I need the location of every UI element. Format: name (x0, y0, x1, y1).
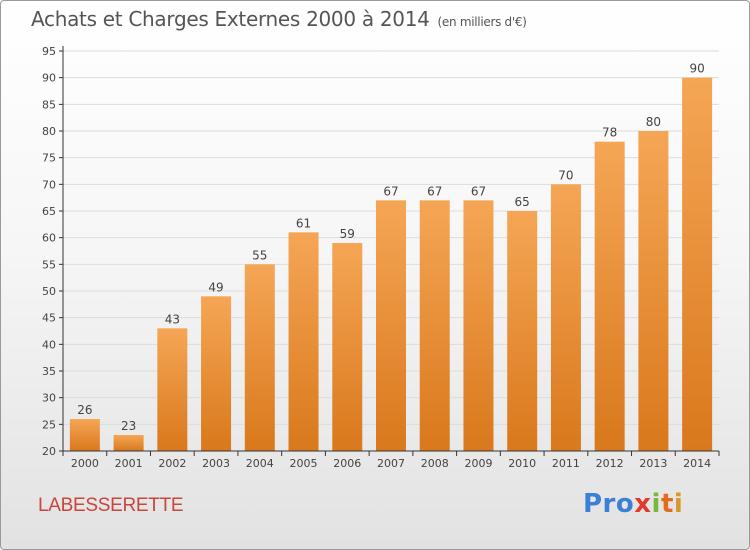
data-label-2010: 65 (515, 195, 530, 209)
x-tick-label-2012: 2012 (596, 457, 624, 470)
data-label-2009: 67 (471, 184, 486, 198)
x-tick-label-2010: 2010 (508, 457, 536, 470)
y-tick-label-90: 90 (42, 72, 56, 85)
bar-2009 (463, 200, 494, 451)
x-tick-label-2003: 2003 (202, 457, 230, 470)
data-label-2013: 80 (646, 115, 661, 129)
chart-title-text: Achats et Charges Externes 2000 à 2014 (31, 7, 430, 31)
y-tick-label-20: 20 (42, 445, 56, 458)
x-axis-ticks: 2000 2001 2002 2003 2004 2005 2006 2007 2008 2009… (62, 451, 720, 470)
data-label-2004: 55 (252, 248, 267, 262)
bar-2004 (244, 264, 275, 451)
x-tick-label-2004: 2004 (246, 457, 274, 470)
x-tick-label-2006: 2006 (333, 457, 361, 470)
x-tick-label-2011: 2011 (552, 457, 580, 470)
y-tick-label-80: 80 (42, 125, 56, 138)
data-label-2012: 78 (602, 126, 617, 140)
y-tick-label-95: 95 (42, 45, 56, 58)
y-tick-label-65: 65 (42, 205, 56, 218)
x-tick-label-2002: 2002 (158, 457, 186, 470)
data-label-2007: 67 (383, 184, 398, 198)
x-tick-label-2007: 2007 (377, 457, 405, 470)
data-label-2002: 43 (165, 312, 180, 326)
bar-2007 (376, 200, 406, 451)
data-label-2011: 70 (558, 168, 573, 182)
bar-2013 (638, 131, 669, 451)
data-label-2000: 26 (77, 403, 92, 417)
data-label-2005: 61 (296, 216, 311, 230)
x-tick-label-2013: 2013 (639, 457, 667, 470)
y-tick-label-50: 50 (42, 285, 56, 298)
x-tick-label-2009: 2009 (464, 457, 492, 470)
x-tick-label-2000: 2000 (71, 457, 99, 470)
data-label-2008: 67 (427, 184, 442, 198)
y-tick-label-85: 85 (42, 98, 56, 111)
y-tick-label-45: 45 (42, 312, 56, 325)
bar-2010 (507, 211, 538, 451)
bar-2008 (419, 200, 450, 451)
proxiti-logo[interactable]: Proxiti (583, 489, 683, 519)
y-tick-label-70: 70 (42, 178, 56, 191)
data-label-2001: 23 (121, 419, 136, 433)
y-tick-label-25: 25 (42, 418, 56, 431)
unit-note: (en milliers d'€) (437, 15, 527, 29)
y-tick-label-60: 60 (42, 232, 56, 245)
bar-2000 (69, 419, 100, 451)
x-tick-label-2001: 2001 (115, 457, 143, 470)
logo-part-2: x (634, 489, 652, 519)
data-label-2014: 90 (689, 62, 704, 76)
bar-2011 (550, 184, 581, 452)
data-labels: 26 23 43 49 55 61 59 67 67 67 65 70 78 80 90 (77, 62, 705, 433)
chart-title: Achats et Charges Externes 2000 à 2014 (e… (31, 7, 527, 31)
y-tick-label-40: 40 (42, 338, 56, 351)
bars (69, 77, 713, 452)
y-axis-ticks: 20 25 30 35 40 45 50 55 60 65 70 75 80 85 90 95 (42, 45, 63, 458)
bar-2006 (332, 243, 363, 451)
x-tick-label-2014: 2014 (683, 457, 711, 470)
bar-2002 (157, 328, 188, 451)
logo-part-5: i (673, 489, 684, 519)
y-tick-label-30: 30 (42, 392, 56, 405)
logo-part-4: t (660, 489, 674, 519)
data-label-2003: 49 (208, 280, 223, 294)
logo-part-1: Pro (583, 489, 635, 519)
commune-name: LABESSERETTE (38, 495, 184, 516)
bar-2003 (201, 296, 232, 451)
data-label-2006: 59 (340, 227, 355, 241)
axes (62, 46, 719, 452)
bar-2001 (113, 435, 144, 451)
bar-2012 (594, 141, 625, 451)
y-tick-label-55: 55 (42, 258, 56, 271)
logo-part-3: i (651, 489, 661, 519)
y-tick-label-75: 75 (42, 152, 56, 165)
y-tick-label-35: 35 (42, 365, 56, 378)
x-tick-label-2005: 2005 (290, 457, 318, 470)
bar-2014 (682, 77, 713, 452)
bar-2005 (288, 232, 319, 451)
x-tick-label-2008: 2008 (421, 457, 449, 470)
